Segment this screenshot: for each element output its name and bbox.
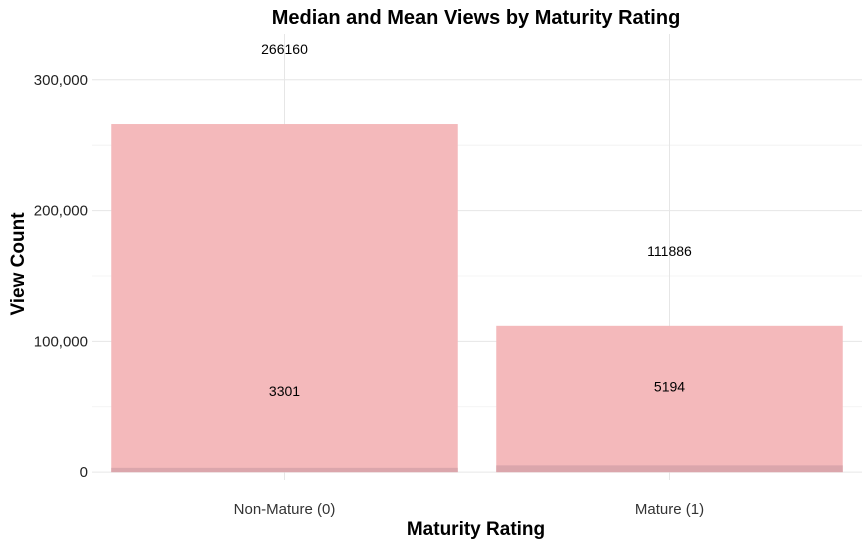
median-value-label: 5194 xyxy=(654,378,685,394)
bar xyxy=(111,124,458,473)
bar xyxy=(496,325,843,473)
chart-title: Median and Mean Views by Maturity Rating xyxy=(272,7,681,29)
y-tick-label: 0 xyxy=(80,464,88,481)
mean-value-label: 266160 xyxy=(261,41,308,57)
x-tick-label: Mature (1) xyxy=(635,501,704,518)
mean-value-label: 111886 xyxy=(647,243,692,259)
y-axis-title: View Count xyxy=(8,212,29,316)
x-tick-label: Non-Mature (0) xyxy=(234,501,336,518)
x-axis-ticks: Non-Mature (0) Mature (1) xyxy=(234,501,704,518)
median-value-label: 3301 xyxy=(269,383,300,399)
y-tick-label: 100,000 xyxy=(34,333,88,350)
y-axis-ticks: 0 100,000 200,000 300,000 xyxy=(34,72,88,481)
bars xyxy=(111,124,843,473)
y-tick-label: 200,000 xyxy=(34,203,88,220)
y-tick-label: 300,000 xyxy=(34,72,88,89)
x-axis-title: Maturity Rating xyxy=(407,519,545,540)
bar xyxy=(496,465,843,473)
value-labels: 266160 111886 3301 5194 xyxy=(261,41,692,399)
bar xyxy=(111,467,458,473)
